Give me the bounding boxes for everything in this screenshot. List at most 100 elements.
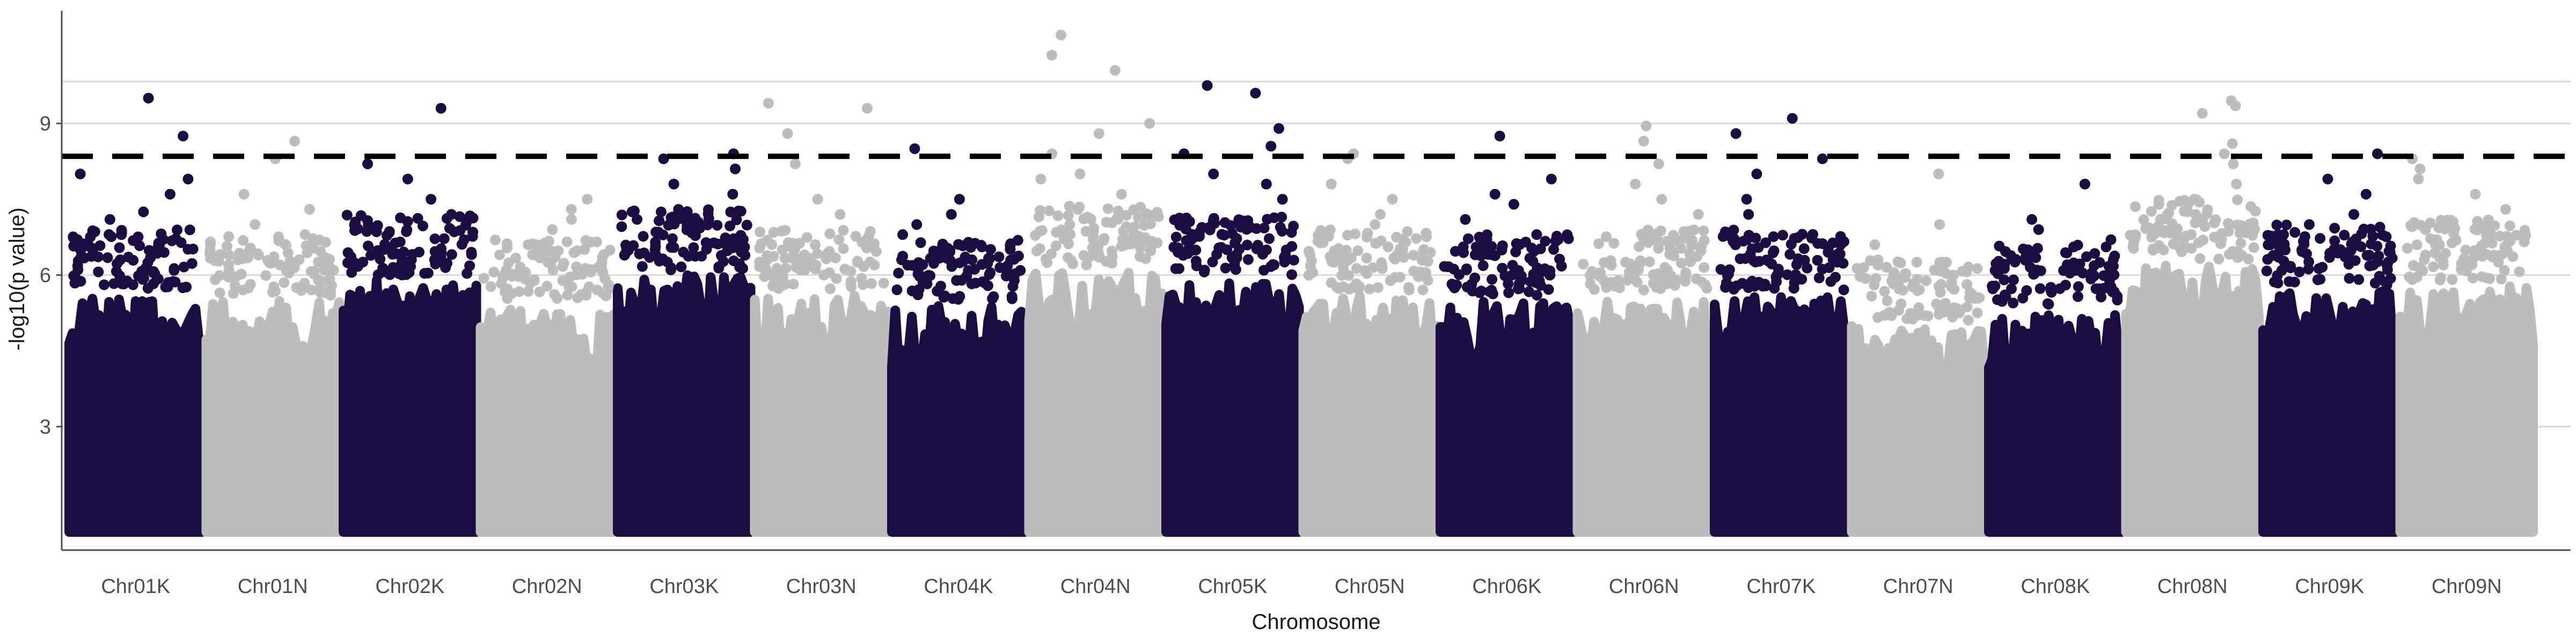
data-point <box>325 286 336 297</box>
data-point <box>289 262 300 273</box>
data-point <box>1361 231 1372 243</box>
data-point <box>1216 229 1227 240</box>
data-point <box>510 252 522 264</box>
data-point <box>2383 246 2395 257</box>
data-point-top <box>1489 188 1501 200</box>
data-point <box>945 245 956 256</box>
data-point-top <box>1055 30 1066 41</box>
data-point <box>1340 247 1351 258</box>
data-point <box>1545 269 1556 281</box>
data-point <box>2186 243 2197 254</box>
data-point <box>108 278 120 289</box>
data-point <box>2060 247 2071 258</box>
data-point <box>1743 230 1754 241</box>
data-point <box>586 237 597 248</box>
data-point <box>2232 194 2243 206</box>
data-point-top <box>104 214 115 225</box>
data-point <box>387 248 398 260</box>
data-point <box>1342 230 1353 241</box>
data-point <box>830 252 841 264</box>
data-point <box>2296 244 2308 255</box>
data-point <box>361 226 372 237</box>
data-point <box>1999 259 2010 270</box>
data-point <box>722 245 733 257</box>
data-point-top <box>730 163 741 174</box>
data-point <box>2096 291 2107 303</box>
data-point <box>1469 272 1481 283</box>
data-point <box>1220 262 1231 274</box>
data-point-top <box>566 214 577 225</box>
data-point <box>2315 233 2326 244</box>
data-point <box>223 231 235 242</box>
data-point <box>1102 203 1114 214</box>
data-point <box>713 261 724 272</box>
data-point <box>1276 225 1287 237</box>
data-point <box>1417 246 1429 258</box>
data-point <box>1397 234 1408 245</box>
y-tick-label: 6 <box>40 265 51 287</box>
data-point <box>142 283 153 294</box>
data-point <box>2046 287 2057 298</box>
data-point <box>236 268 247 280</box>
data-point <box>2363 250 2375 261</box>
data-point <box>2483 214 2494 225</box>
data-point <box>1050 240 1062 252</box>
data-point <box>2235 238 2246 249</box>
data-points <box>68 30 2531 326</box>
data-point <box>394 236 406 247</box>
data-point <box>2090 283 2102 294</box>
data-point-top <box>350 216 361 228</box>
data-point <box>2294 266 2305 277</box>
data-point <box>852 257 863 268</box>
data-point <box>1351 278 1362 289</box>
data-point <box>662 257 673 268</box>
data-point <box>636 261 648 272</box>
data-point <box>1944 306 1956 317</box>
data-point <box>1397 250 1409 261</box>
data-point <box>970 277 981 289</box>
data-point <box>177 282 188 294</box>
data-point <box>1112 214 1123 225</box>
data-point <box>1251 243 1262 254</box>
x-tick-label: Chr04N <box>1060 575 1131 598</box>
data-point <box>1935 287 1946 298</box>
x-tick-label: Chr03N <box>786 575 857 598</box>
data-point <box>1728 283 1739 295</box>
data-point <box>754 261 765 272</box>
data-point <box>1229 258 1240 269</box>
data-point <box>1361 268 1372 279</box>
data-point <box>175 237 187 248</box>
data-point <box>2372 240 2383 252</box>
data-point-top <box>2470 188 2481 200</box>
data-point <box>1467 286 1478 297</box>
data-point <box>2162 209 2173 220</box>
data-point <box>1364 283 1375 295</box>
data-point <box>953 239 964 250</box>
data-point <box>811 248 823 259</box>
data-point <box>1770 272 1782 283</box>
data-point <box>2032 243 2043 254</box>
x-tick-label: Chr02N <box>512 575 582 598</box>
data-point-top <box>1046 49 1057 61</box>
data-point <box>496 278 507 289</box>
data-point <box>821 253 832 264</box>
x-tick-label: Chr05K <box>1198 575 1267 598</box>
data-point-top <box>2105 234 2117 245</box>
data-point <box>1125 238 1137 250</box>
data-point <box>824 228 836 239</box>
data-point <box>665 212 677 223</box>
data-point-top <box>426 194 437 205</box>
data-point <box>838 225 849 236</box>
data-point <box>407 248 418 260</box>
data-point <box>502 242 513 253</box>
data-point <box>1268 259 1279 270</box>
data-point <box>2222 218 2234 229</box>
data-point <box>1211 248 1223 260</box>
data-point <box>2231 219 2243 231</box>
data-point <box>539 244 550 255</box>
data-point <box>2431 234 2442 245</box>
data-point-top <box>812 194 823 205</box>
data-point <box>393 268 405 280</box>
data-point <box>915 237 926 248</box>
data-point <box>85 231 96 243</box>
